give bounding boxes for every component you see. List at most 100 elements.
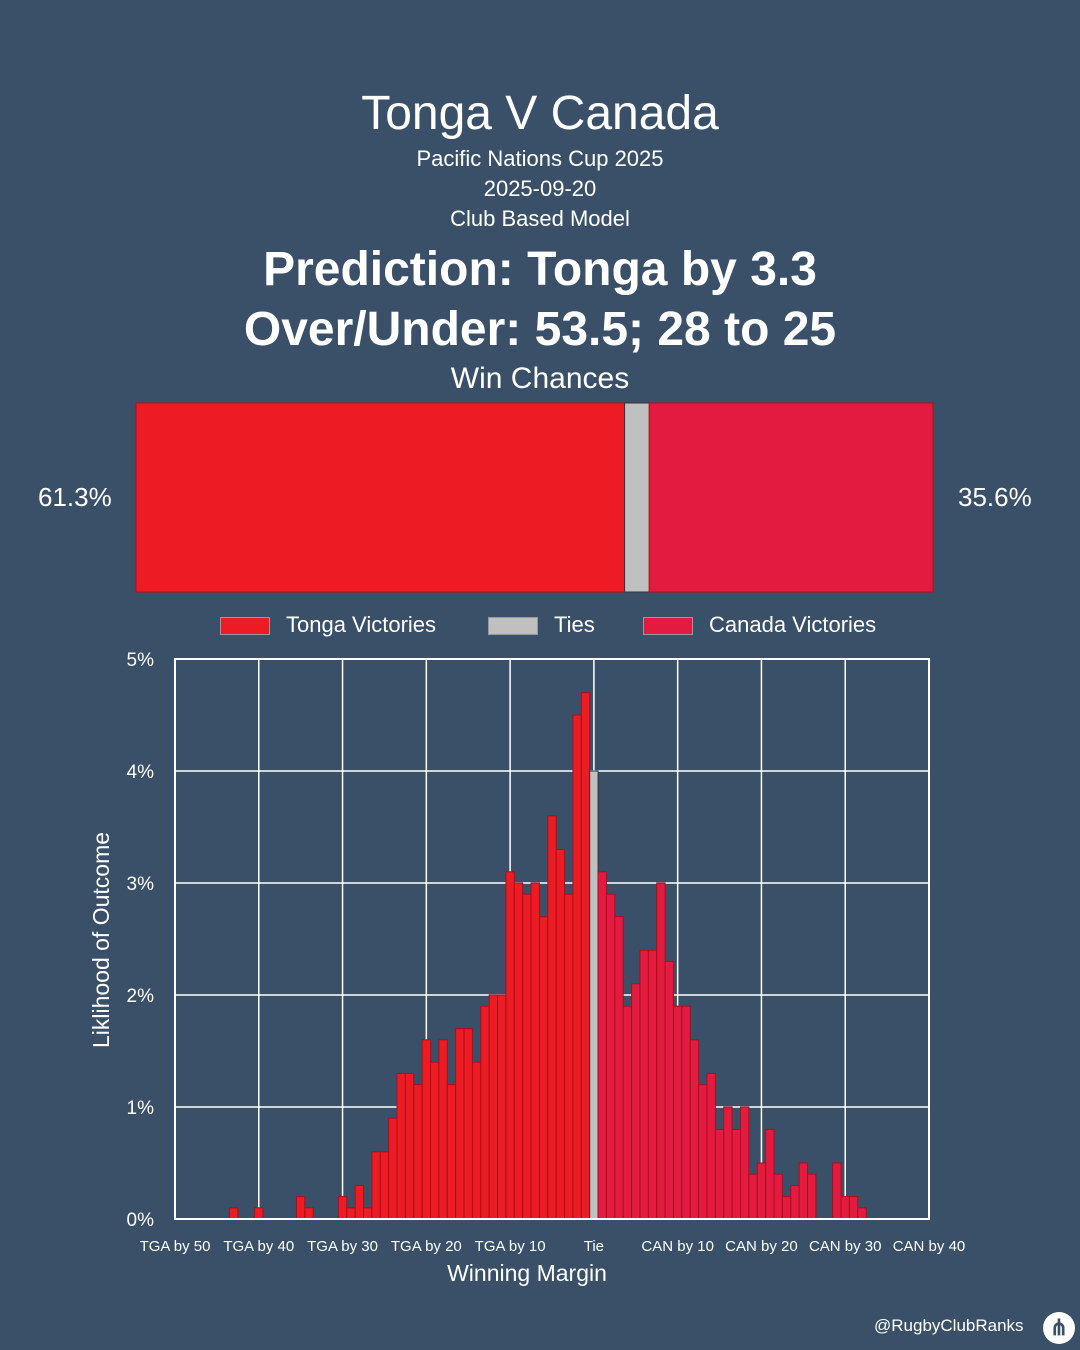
x-tick-label: TGA by 40 xyxy=(223,1238,294,1255)
legend-canada-label: Canada Victories xyxy=(709,612,877,637)
x-tick-label: CAN by 10 xyxy=(641,1238,714,1255)
bar-tonga xyxy=(471,1061,482,1220)
bar-canada xyxy=(597,871,607,1220)
bar-canada xyxy=(681,1005,691,1220)
x-tick-label: TGA by 20 xyxy=(391,1238,462,1255)
bar-canada xyxy=(765,1128,775,1220)
y-tick-label: 0% xyxy=(127,1210,155,1231)
bar-tonga xyxy=(555,848,566,1220)
bar-tonga xyxy=(421,1039,432,1220)
bar-tonga xyxy=(346,1207,356,1220)
bar-canada xyxy=(706,1072,716,1220)
bar-canada xyxy=(807,1173,817,1220)
x-tick-label: CAN by 40 xyxy=(893,1238,966,1255)
bar-tonga xyxy=(404,1072,415,1220)
bar-canada xyxy=(656,882,666,1220)
bar-canada xyxy=(631,983,641,1220)
bar-canada xyxy=(781,1196,792,1220)
bar-tonga xyxy=(413,1084,423,1220)
bar-tonga xyxy=(538,916,549,1220)
bar-canada xyxy=(848,1196,859,1220)
bar-canada xyxy=(756,1162,767,1220)
credit-handle: @RugbyClubRanks xyxy=(874,1316,1024,1335)
bar-canada xyxy=(698,1084,708,1220)
margin-histogram: TGA by 50 TGA by 40 TGA by 30 TGA by 20 TGA … xyxy=(88,650,965,1286)
bar-tonga xyxy=(513,882,524,1220)
bar-tonga xyxy=(379,1151,390,1220)
y-tick-label: 1% xyxy=(127,1098,155,1119)
bar-canada xyxy=(605,893,616,1220)
legend-tonga: Tonga Victories xyxy=(220,612,436,638)
legend-canada-swatch xyxy=(643,617,693,636)
legend-canada: Canada Victories xyxy=(643,612,876,638)
bar-tonga xyxy=(455,1028,465,1220)
y-tick-label: 2% xyxy=(127,986,155,1007)
bar-tonga xyxy=(354,1184,365,1220)
bar-canada xyxy=(731,1128,741,1220)
bar-canada xyxy=(714,1128,725,1220)
y-tick-label: 4% xyxy=(127,762,155,783)
bar-canada xyxy=(664,960,674,1220)
bar-tonga xyxy=(522,893,532,1220)
prediction-text: Prediction: Tonga by 3.3 xyxy=(263,243,817,296)
bar-canada xyxy=(773,1173,783,1220)
bar-tonga xyxy=(564,893,574,1220)
tonga-win-percent: 61.3% xyxy=(38,482,112,512)
legend-tonga-swatch xyxy=(220,617,270,636)
canada-win-percent: 35.6% xyxy=(958,482,1032,512)
bar-canada xyxy=(832,1162,842,1220)
win-bar-tie xyxy=(624,402,650,593)
bar-tonga xyxy=(254,1207,264,1220)
model-label: Club Based Model xyxy=(450,206,630,231)
legend-tonga-label: Tonga Victories xyxy=(286,612,437,637)
x-tick-label: TGA by 30 xyxy=(307,1238,378,1255)
bar-tonga xyxy=(295,1196,306,1220)
win-bar-tonga xyxy=(135,402,626,593)
bar-canada xyxy=(790,1184,800,1220)
bar-canada xyxy=(840,1196,850,1220)
win-chances-bar xyxy=(135,402,934,593)
plot-frame xyxy=(174,658,930,1220)
bar-tonga xyxy=(337,1196,348,1220)
bar-tonga xyxy=(228,1207,239,1220)
bar-canada xyxy=(748,1173,758,1220)
match-date: 2025-09-20 xyxy=(483,176,597,201)
x-tick-label: TGA by 50 xyxy=(140,1238,211,1255)
bar-tonga xyxy=(463,1028,473,1220)
bar-tie xyxy=(589,770,599,1220)
bar-canada xyxy=(647,949,658,1220)
bar-tonga xyxy=(438,1039,448,1220)
bar-canada xyxy=(723,1106,733,1220)
bar-tonga xyxy=(430,1061,440,1220)
y-axis-label: Liklihood of Outcome xyxy=(88,832,114,1048)
brand-logo-icon: ⋔ xyxy=(1043,1312,1075,1344)
x-axis-label: Winning Margin xyxy=(447,1260,607,1286)
bar-tonga xyxy=(530,882,540,1220)
bar-tonga xyxy=(572,714,582,1220)
bar-canada xyxy=(639,949,649,1220)
y-tick-label: 3% xyxy=(127,874,155,895)
bar-tonga xyxy=(446,1084,457,1220)
page-title: Tonga V Canada xyxy=(361,87,719,140)
competition-label: Pacific Nations Cup 2025 xyxy=(416,146,664,171)
legend-ties: Ties xyxy=(488,612,595,638)
bar-tonga xyxy=(580,692,591,1220)
y-tick-label: 5% xyxy=(127,650,155,671)
bar-tonga xyxy=(371,1151,381,1220)
bar-canada xyxy=(740,1106,750,1220)
bar-tonga xyxy=(363,1207,373,1220)
win-bar-canada xyxy=(648,402,934,593)
over-under-text: Over/Under: 53.5; 28 to 25 xyxy=(243,303,837,356)
legend-ties-label: Ties xyxy=(554,612,595,637)
x-tick-label: Tie xyxy=(584,1238,604,1255)
bar-tonga xyxy=(480,1005,490,1220)
bar-canada xyxy=(798,1162,809,1220)
bar-tonga xyxy=(497,994,507,1220)
x-tick-label: CAN by 20 xyxy=(725,1238,798,1255)
bar-tonga xyxy=(488,994,499,1220)
bar-tonga xyxy=(505,871,515,1220)
bar-tonga xyxy=(304,1207,314,1220)
x-tick-label: CAN by 30 xyxy=(809,1238,882,1255)
win-chances-title: Win Chances xyxy=(450,362,630,395)
